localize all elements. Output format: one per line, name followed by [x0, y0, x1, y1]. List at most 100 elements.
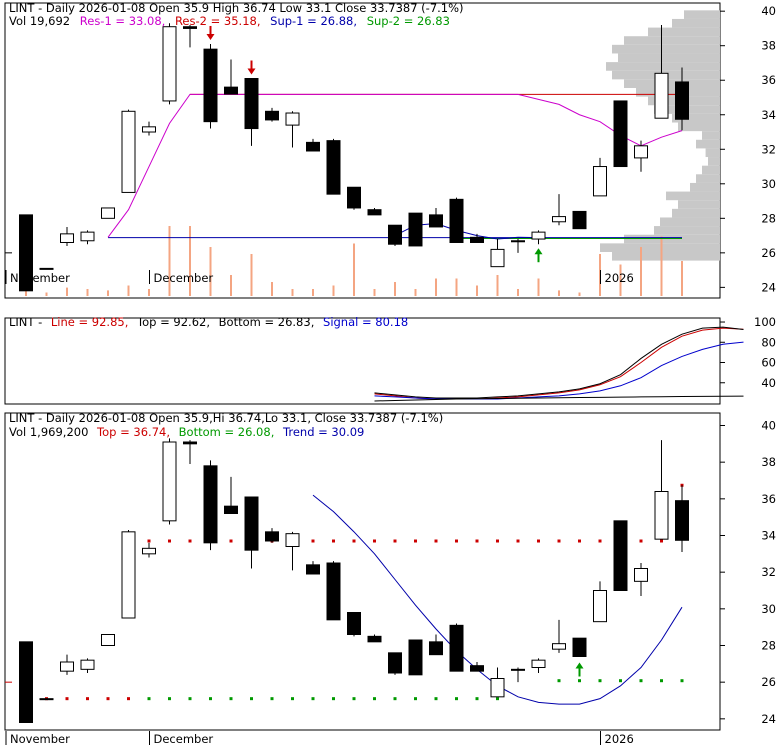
candle-body — [634, 568, 648, 582]
bottom-label: Bottom = 26.08, — [179, 425, 275, 439]
y-tick-label: 38 — [761, 39, 776, 53]
y-tick-label: 80 — [761, 335, 776, 349]
bottom-label-indicator: Bottom = 26.83, — [219, 315, 315, 329]
bottom-dot — [660, 679, 663, 683]
candle-body — [367, 635, 382, 643]
y-tick-label: 36 — [761, 73, 776, 87]
x-tick-label: November — [10, 732, 70, 745]
y-tick-label: 26 — [761, 246, 776, 260]
candle-body — [101, 634, 115, 646]
top-dot — [229, 539, 233, 543]
candle-body — [224, 505, 238, 514]
candle-body — [449, 624, 464, 672]
top-dot — [127, 697, 130, 701]
y-tick-label: 32 — [761, 142, 776, 156]
x-tick-label: December — [154, 732, 214, 745]
top-dot — [578, 539, 581, 543]
candle-body — [552, 216, 566, 223]
candle-body — [142, 547, 156, 555]
bottom-dot — [557, 679, 561, 683]
bottom-dot — [168, 697, 171, 701]
candle-body — [121, 531, 136, 619]
indicator-panel-legend: LINT - Line = 92.85, Top = 92.62, Bottom… — [9, 315, 408, 329]
candle-body — [39, 267, 54, 270]
candle-body — [80, 231, 95, 242]
bottom-dot — [188, 697, 192, 701]
signal-label: Signal = 80.18 — [323, 315, 408, 329]
candle-body — [101, 207, 115, 219]
y-tick-label: 24 — [761, 280, 776, 294]
signal-arrow-head — [575, 662, 584, 669]
candle-body — [388, 652, 402, 674]
candle-body — [470, 236, 484, 243]
candle-body — [306, 564, 320, 575]
y-tick-label: 32 — [761, 565, 776, 579]
top-dot — [414, 539, 417, 543]
candle-body — [326, 562, 341, 621]
candle-body — [265, 110, 279, 121]
y-tick-label: 24 — [761, 712, 776, 726]
bottom-dot — [455, 697, 458, 701]
candle-body — [408, 212, 423, 247]
candle-body — [367, 209, 382, 216]
bottom-dot — [414, 697, 417, 701]
candle-body — [60, 233, 74, 243]
indicator-prefix: LINT - — [9, 315, 42, 329]
volume-profile-bar — [684, 10, 720, 19]
candle-body — [80, 659, 95, 670]
top-dot — [147, 539, 151, 543]
bottom-dot — [393, 697, 397, 701]
res1-line — [107, 93, 683, 238]
bottom-dot — [270, 697, 274, 701]
trend-panel-title: LINT - Daily 2026-01-08 Open 35.9,Hi 36.… — [9, 411, 443, 425]
series-line — [374, 327, 744, 400]
y-tick-label: 26 — [761, 675, 776, 689]
x-tick-label: November — [10, 271, 70, 285]
volume-profile-bar — [648, 27, 720, 37]
candle-body — [347, 612, 361, 635]
candle-body — [470, 665, 484, 672]
y-tick-label: 28 — [761, 639, 776, 653]
candle-body — [265, 531, 279, 542]
bottom-dot — [332, 697, 335, 701]
candle-body — [19, 214, 33, 292]
volume-profile-bar — [624, 36, 720, 45]
candle-body — [347, 186, 361, 209]
candle-body — [593, 590, 607, 623]
y-tick-label: 28 — [761, 211, 776, 225]
bottom-dot — [619, 679, 622, 683]
candle-body — [572, 637, 587, 658]
top-dot — [311, 539, 315, 543]
volume-profile-bar — [618, 53, 720, 63]
candle-body — [162, 441, 177, 522]
bottom-dot — [578, 679, 581, 683]
volume-label: Vol 19,692 — [9, 14, 70, 28]
y-tick-label: 60 — [761, 356, 776, 370]
top-dot — [393, 539, 397, 543]
candle-body — [408, 639, 423, 676]
candle-body — [593, 166, 607, 197]
volume-profile-bar — [624, 234, 720, 244]
candle-body — [142, 126, 156, 133]
x-tick-label: 2026 — [605, 271, 634, 285]
candle-body — [675, 81, 689, 120]
trend-panel-frame — [4, 412, 721, 731]
bottom-dot — [598, 679, 602, 683]
bottom-dot — [250, 697, 253, 701]
y-tick-label: 40 — [761, 419, 776, 433]
bottom-dot — [229, 697, 233, 701]
top-dot — [660, 539, 663, 543]
trend-label: Trend = 30.09 — [282, 425, 364, 439]
signal-arrow-head — [534, 248, 543, 255]
candle-body — [552, 643, 566, 650]
candle-body — [224, 86, 238, 95]
bottom-dot — [209, 697, 212, 701]
bottom-dot — [496, 697, 499, 701]
volume-profile-bar — [672, 113, 720, 123]
candle-body — [675, 500, 689, 541]
bottom-dot — [680, 679, 684, 683]
bottom-dot — [291, 697, 294, 701]
volume-profile-bar — [606, 62, 720, 71]
top-label: Top = 36.74, — [96, 425, 170, 439]
volume-profile-bar — [702, 165, 720, 175]
